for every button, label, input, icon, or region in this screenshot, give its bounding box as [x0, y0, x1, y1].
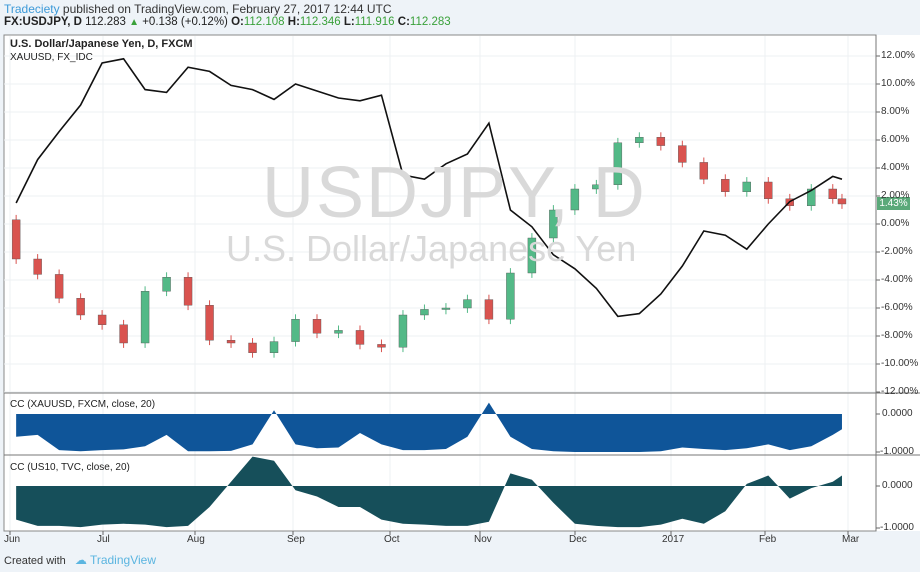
symbol: FX:USDJPY, D	[4, 16, 82, 28]
published-text: published on TradingView.com, February 2…	[59, 2, 392, 16]
candle-up	[291, 319, 300, 342]
candle-up	[162, 277, 171, 292]
y-axis-tick: 0.00%	[881, 218, 910, 229]
main-pane-title: U.S. Dollar/Japanese Yen, D, FXCM	[10, 38, 193, 50]
candle-down	[837, 198, 847, 205]
y-axis-tick: -2.00%	[881, 246, 913, 257]
y-axis-tick: 12.00%	[881, 50, 915, 61]
candle-down	[764, 181, 773, 199]
y-axis-tick: 10.00%	[881, 78, 915, 89]
candle-down	[54, 274, 64, 299]
xauusd-line	[15, 57, 843, 318]
candle-down	[11, 219, 21, 260]
candle-down	[119, 324, 128, 344]
candle-up	[463, 299, 472, 309]
cc-xauusd-area	[16, 402, 842, 452]
x-axis-tick: Oct	[384, 534, 400, 545]
y-axis-tick: 8.00%	[881, 106, 910, 117]
pane2-tick: -1.0000	[880, 522, 914, 533]
candle-up	[635, 136, 644, 143]
candle-up	[549, 209, 558, 239]
candle-up	[269, 341, 279, 354]
candle-down	[183, 277, 193, 306]
candle-down	[828, 188, 837, 200]
candle-down	[33, 258, 42, 275]
x-axis-tick: Jul	[97, 534, 110, 545]
candle-down	[312, 319, 322, 334]
candle-down	[226, 340, 236, 344]
candle-up	[527, 237, 537, 274]
created-with: Created with	[4, 555, 66, 567]
y-axis-tick: -8.00%	[881, 330, 913, 341]
last-price: 112.283	[85, 16, 126, 28]
candle-up	[570, 188, 580, 211]
x-axis-tick: Mar	[842, 534, 860, 545]
candle-down	[721, 178, 730, 192]
symbol-info: FX:USDJPY, D 112.283 ▲ +0.138 (+0.12%) O…	[4, 16, 451, 28]
candle-up	[592, 184, 601, 190]
tradingview-brand: TradingView	[89, 553, 156, 567]
y-axis-tick: -6.00%	[881, 302, 913, 313]
pane1-title: CC (XAUUSD, FXCM, close, 20)	[10, 399, 156, 410]
candle-down	[76, 298, 85, 316]
y-axis-tick: -12.00%	[881, 386, 919, 397]
x-axis-tick: 2017	[662, 534, 685, 545]
cc-us10-area	[16, 456, 842, 528]
candle-down	[678, 145, 687, 163]
price-axis	[876, 35, 920, 531]
candle-up	[742, 181, 751, 193]
publish-info: Tradeciety published on TradingView.com,…	[4, 2, 392, 16]
last-price-tag: 1.43%	[877, 197, 910, 210]
up-arrow-icon: ▲	[129, 17, 139, 28]
x-axis-tick: Nov	[474, 534, 492, 545]
candle-up	[420, 309, 429, 316]
pane2-title: CC (US10, TVC, close, 20)	[10, 462, 130, 473]
high-label: H:	[287, 16, 300, 28]
x-axis-tick: Aug	[187, 534, 205, 545]
pane1-tick: -1.0000	[880, 446, 914, 457]
candle-down	[248, 342, 257, 354]
candle-up	[506, 272, 515, 320]
pane1-tick: 0.0000	[882, 408, 913, 419]
footer: Created with ☁ TradingView	[4, 553, 156, 567]
x-axis-tick: Sep	[287, 534, 305, 545]
price-change: +0.138 (+0.12%)	[142, 16, 228, 28]
candle-up	[441, 307, 451, 310]
candle-down	[205, 305, 214, 341]
pane2-tick: 0.0000	[882, 480, 913, 491]
close-value: 112.283	[409, 16, 451, 28]
x-axis-tick: Dec	[569, 534, 587, 545]
candle-down	[355, 330, 365, 345]
candle-down	[377, 344, 386, 348]
low-label: L:	[343, 16, 355, 28]
open-label: O:	[231, 16, 244, 28]
tradingview-logo[interactable]: ☁ TradingView	[75, 553, 156, 567]
high-value: 112.346	[299, 16, 341, 28]
y-axis-tick: 4.00%	[881, 162, 910, 173]
close-label: C:	[397, 16, 410, 28]
y-axis-tick: 2.00%	[881, 190, 910, 201]
tradingview-cloud-icon: ☁	[74, 553, 87, 567]
candle-down	[656, 136, 666, 146]
chart-frame	[3, 34, 877, 532]
x-axis-tick: Feb	[759, 534, 777, 545]
y-axis-tick: -4.00%	[881, 274, 913, 285]
x-axis-tick: Jun	[4, 534, 21, 545]
y-axis-tick: 6.00%	[881, 134, 910, 145]
author-link[interactable]: Tradeciety	[4, 2, 60, 16]
candle-up	[398, 314, 408, 348]
open-value: 112.108	[243, 16, 285, 28]
y-axis-tick: -10.00%	[881, 358, 919, 369]
candle-down	[97, 314, 107, 326]
candle-up	[140, 291, 150, 344]
overlay-title: XAUUSD, FX_IDC	[10, 52, 93, 63]
candle-down	[484, 299, 494, 320]
candle-up	[334, 330, 343, 334]
candle-down	[699, 162, 709, 180]
candle-up	[613, 142, 623, 186]
candle-up	[807, 188, 816, 206]
low-value: 111.916	[354, 16, 395, 28]
